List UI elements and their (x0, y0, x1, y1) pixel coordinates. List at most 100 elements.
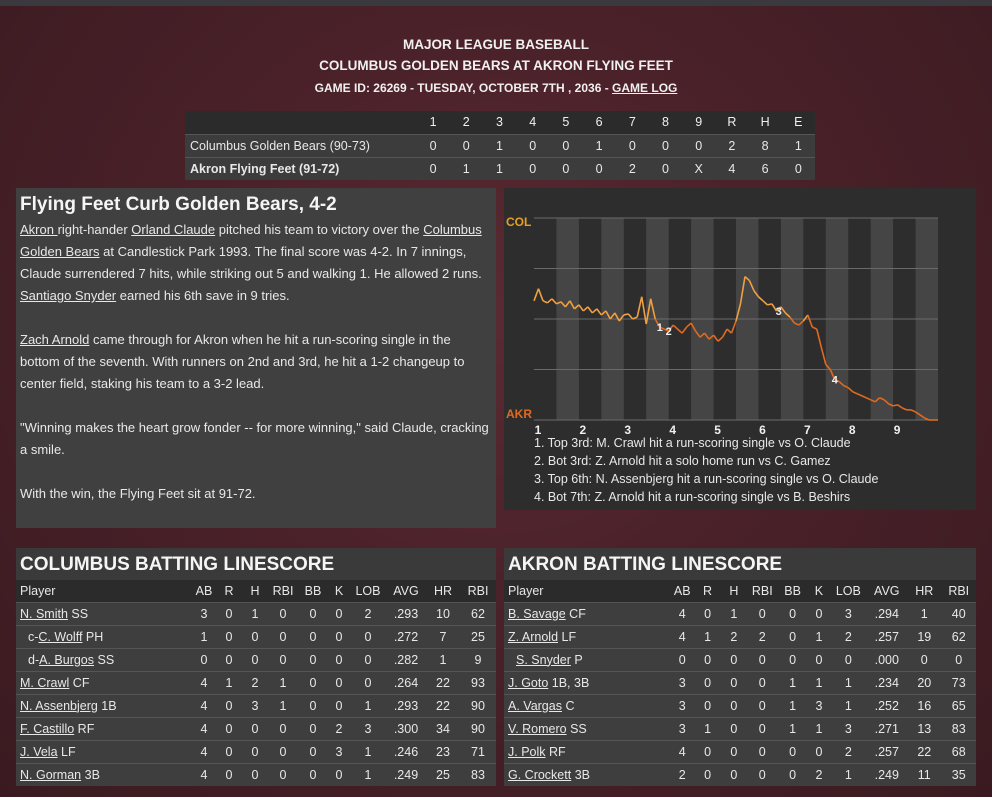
wp-line-segment (744, 275, 751, 282)
top-bar (0, 0, 992, 6)
stat-cell: 25 (460, 624, 496, 648)
wp-line-segment (798, 320, 804, 326)
player-name-link[interactable]: G. Crockett (508, 767, 572, 782)
game-header: MAJOR LEAGUE BASEBALL COLUMBUS GOLDEN BE… (0, 34, 992, 97)
stat-cell: .000 (866, 647, 908, 671)
stat-cell: 0 (268, 762, 298, 786)
wp-line-segment (820, 347, 827, 365)
score-cell: 4 (715, 156, 749, 180)
stat-cell: 0 (216, 624, 242, 648)
player-name-link[interactable]: S. Snyder (516, 652, 571, 667)
game-log-link[interactable]: GAME LOG (612, 81, 678, 95)
stat-cell: .234 (866, 670, 908, 694)
line-score-header: 1 2 3 4 5 6 7 8 9 R H E (185, 111, 815, 134)
stat-cell: 1 (830, 762, 867, 786)
inning-header: 1 (416, 111, 450, 134)
inning-header: 3 (482, 111, 517, 134)
wp-line-segment (856, 393, 863, 397)
player-name-link[interactable]: J. Polk (508, 744, 546, 759)
team-link-akron[interactable]: Akron (20, 222, 58, 237)
wp-line-segment (551, 298, 558, 305)
runs-header: R (715, 111, 749, 134)
column-header: K (328, 580, 350, 602)
inning-header: 5 (549, 111, 583, 134)
player-name-link[interactable]: M. Crawl (20, 675, 70, 690)
player-name-link[interactable]: A. Vargas (508, 698, 562, 713)
x-tick-label: 7 (804, 423, 811, 434)
stat-cell: 4 (670, 601, 695, 625)
team-link-columbus[interactable]: Columbus Golden Bears (20, 222, 482, 259)
player-link-arnold[interactable]: Zach Arnold (20, 332, 90, 347)
player-name-link[interactable]: F. Castillo (20, 721, 75, 736)
player-cell: N. Smith SS (16, 601, 192, 625)
batting-row: J. Vela LF 4 0 0 0 0 3 1.246 23 71 (16, 739, 496, 763)
win-probability-chart: COL AKR 1 2 3 4 5 6 7 8 9 1 2 3 4 1. Top 3rd: M. Crawl… (504, 188, 976, 510)
player-name-link[interactable]: V. Romero (508, 721, 567, 736)
stat-cell: 90 (460, 693, 496, 717)
stat-cell: 0 (720, 647, 748, 671)
player-link-snyder[interactable]: Santiago Snyder (20, 288, 117, 303)
stat-cell: 35 (941, 762, 976, 786)
wp-line-segment (771, 303, 778, 312)
wp-line-segment (870, 399, 876, 403)
stat-cell: 1 (426, 647, 460, 671)
stat-cell: 9 (460, 647, 496, 671)
player-position: SS (566, 721, 587, 736)
batting-row: F. Castillo RF 4 0 0 0 0 2 3.300 34 90 (16, 716, 496, 740)
stat-cell: 1 (777, 716, 808, 740)
player-name-link[interactable]: J. Goto (508, 675, 549, 690)
story-text: came through for Akron when he hit a run… (20, 332, 465, 391)
player-link-claude[interactable]: Orland Claude (131, 222, 216, 237)
score-cell: 2 (615, 156, 649, 180)
wp-line-segment (825, 363, 831, 371)
wp-line-segment (883, 399, 890, 405)
batting-row: V. Romero SS 3 1 0 0 1 1 3.271 13 83 (504, 716, 976, 740)
stat-cell: 0 (777, 647, 808, 671)
line-score-table: 1 2 3 4 5 6 7 8 9 R H E Columbus Golden … (185, 111, 815, 180)
stat-cell: 0 (216, 647, 242, 671)
score-cell: 1 (482, 133, 517, 157)
player-name-link[interactable]: N. Smith (20, 606, 68, 621)
player-name-link[interactable]: C. Wolff (38, 629, 83, 644)
stat-cell: 0 (777, 601, 808, 625)
stat-cell: 20 (907, 670, 942, 694)
wp-line-segment (591, 308, 598, 314)
player-name-link[interactable]: Z. Arnold (508, 629, 559, 644)
wp-line-segment (807, 314, 814, 328)
story-text: pitched his team to victory over the (215, 222, 424, 237)
stat-cell: 0 (268, 601, 298, 625)
columbus-batting-table: Player AB R H RBI BB K LOB AVG HR RBI N. Smith SS 3 0… (16, 580, 496, 786)
stat-cell: .282 (386, 647, 426, 671)
stat-cell: 0 (694, 762, 721, 786)
player-name-link[interactable]: N. Assenbjerg (20, 698, 98, 713)
score-cell: 1 (781, 133, 815, 157)
wp-line-segment (874, 397, 881, 403)
wp-line-segment (829, 369, 836, 380)
wp-line-segment (775, 306, 782, 312)
stat-cell: 4 (670, 624, 695, 648)
wp-line-segment (542, 300, 548, 304)
axis-label-top: COL (506, 215, 531, 229)
wp-line-segment (632, 316, 638, 320)
wp-line-segment (537, 288, 544, 302)
wp-line-segment (802, 314, 809, 322)
stat-cell: 1 (830, 693, 867, 717)
stat-cell: 0 (807, 739, 831, 763)
column-header: K (807, 580, 831, 602)
stat-cell: 83 (460, 762, 496, 786)
wp-line-segment (600, 310, 607, 316)
player-name-link[interactable]: N. Gorman (20, 767, 82, 782)
stat-cell: 2 (350, 601, 386, 625)
batting-row: d-A. Burgos SS 0 0 0 0 0 0 0.282 1 9 (16, 647, 496, 671)
stat-cell: 0 (670, 647, 695, 671)
player-name-link[interactable]: B. Savage (508, 606, 566, 621)
stat-cell: 0 (328, 670, 350, 694)
stat-cell: 0 (907, 647, 942, 671)
stat-cell: 0 (216, 601, 242, 625)
stat-cell: 40 (941, 601, 976, 625)
player-name-link[interactable]: A. Burgos (39, 652, 95, 667)
wp-line-segment (735, 303, 742, 322)
game-info-text: GAME ID: 26269 - TUESDAY, OCTOBER 7TH , … (314, 81, 613, 95)
player-name-link[interactable]: J. Vela (20, 744, 58, 759)
batting-row: Z. Arnold LF 4 1 2 2 0 1 2.257 19 62 (504, 624, 976, 648)
